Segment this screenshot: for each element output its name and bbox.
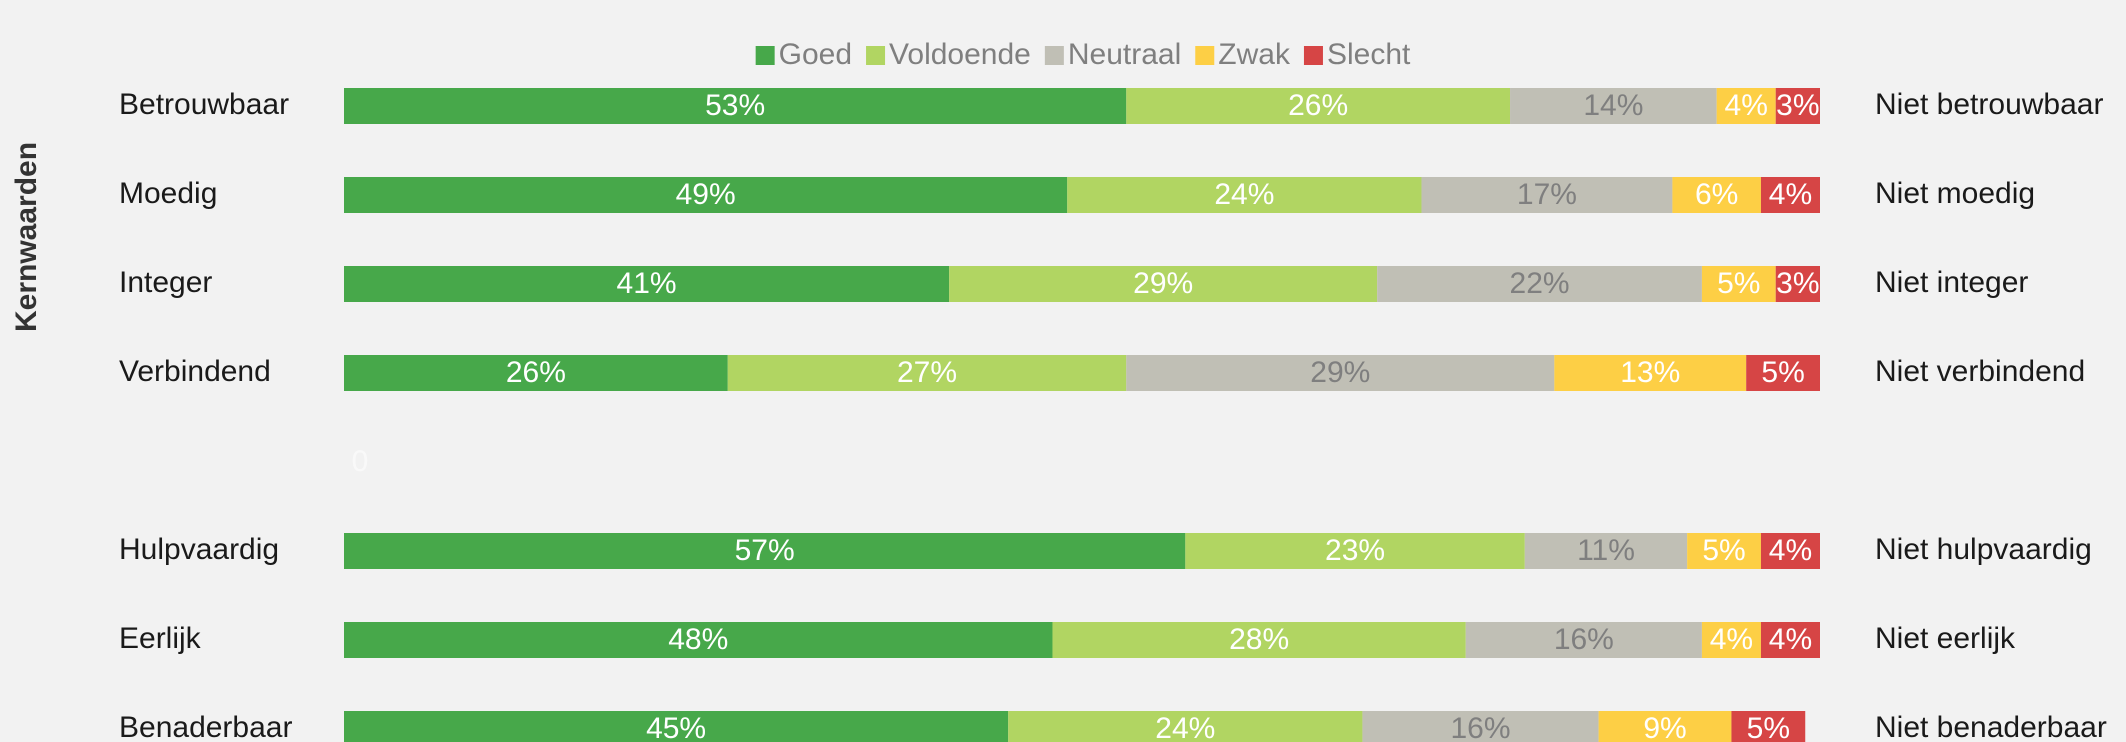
right-label: Niet eerlijk (1875, 622, 2016, 655)
data-label: 26% (506, 356, 566, 389)
data-label: 23% (1325, 534, 1385, 567)
category-label: Benaderbaar (119, 711, 292, 742)
category-label: Integer (119, 266, 212, 299)
data-label: 13% (1620, 356, 1680, 389)
data-label: 28% (1229, 623, 1289, 656)
bar-segment (1126, 355, 1555, 391)
bar-segment (1067, 177, 1422, 213)
data-label: 4% (1769, 534, 1812, 567)
right-label: Niet betrouwbaar (1875, 88, 2103, 121)
bar-segment (344, 711, 1009, 742)
data-label: 9% (1643, 712, 1686, 742)
bar-segment (1760, 177, 1820, 213)
bar-segment (727, 355, 1127, 391)
bar-segment (1598, 711, 1732, 742)
right-label: Niet hulpvaardig (1875, 533, 2092, 566)
data-label: 4% (1725, 89, 1768, 122)
bar-segment (1687, 533, 1761, 569)
right-label: Niet integer (1875, 266, 2028, 299)
legend-label: Neutraal (1068, 38, 1181, 71)
data-label: 6% (1695, 178, 1738, 211)
bar-segment (1701, 622, 1761, 658)
bar-segment (1716, 88, 1776, 124)
bar-segment (344, 622, 1053, 658)
bar-segment (1008, 711, 1363, 742)
right-label: Niet verbindend (1875, 355, 2085, 388)
y-axis-title: Kernwaarden (10, 142, 43, 332)
data-label: 53% (705, 89, 765, 122)
bar-segment (1465, 622, 1702, 658)
bar-segment (1377, 266, 1702, 302)
data-label: 5% (1761, 356, 1804, 389)
category-label: Eerlijk (119, 622, 202, 655)
data-label: 11% (1577, 534, 1635, 567)
legend-swatch (755, 46, 775, 65)
bar-segment (1421, 177, 1673, 213)
data-label: 22% (1510, 267, 1570, 300)
bar-segment (1775, 88, 1820, 124)
data-label: 5% (1717, 267, 1760, 300)
bar-segment (1760, 533, 1820, 569)
data-label: 57% (735, 534, 795, 567)
data-label: 29% (1310, 356, 1370, 389)
bar-segment (344, 88, 1127, 124)
data-label: 17% (1517, 178, 1577, 211)
data-label: 24% (1214, 178, 1274, 211)
data-label: 14% (1583, 89, 1643, 122)
data-label: 48% (668, 623, 728, 656)
category-label: Betrouwbaar (119, 88, 289, 121)
right-label: Niet moedig (1875, 177, 2035, 210)
data-label: 0 (352, 445, 369, 478)
data-label: 16% (1450, 712, 1510, 742)
data-label: 16% (1554, 623, 1614, 656)
legend-label: Slecht (1327, 38, 1411, 71)
bar-segment (1731, 711, 1806, 742)
category-label: Moedig (119, 177, 217, 210)
bar-segment (1760, 622, 1820, 658)
right-label: Niet benaderbaar (1875, 711, 2107, 742)
category-label: Verbindend (119, 355, 271, 388)
data-label: 45% (646, 712, 706, 742)
bar-segment (1672, 177, 1761, 213)
bar-segment (344, 266, 950, 302)
legend-swatch (866, 46, 886, 65)
data-label: 4% (1769, 178, 1812, 211)
bar-segment (1510, 88, 1717, 124)
data-label: 26% (1288, 89, 1348, 122)
legend-label: Zwak (1218, 38, 1291, 71)
bar-segment (344, 355, 728, 391)
bar-segment (949, 266, 1378, 302)
bar-segment (1775, 266, 1820, 302)
bar-segment (1052, 622, 1466, 658)
bar-segment (1126, 88, 1511, 124)
bar-segment (344, 533, 1186, 569)
bar-segment (1524, 533, 1688, 569)
data-label: 3% (1776, 89, 1819, 122)
legend-swatch (1044, 46, 1064, 65)
data-label: 3% (1776, 267, 1819, 300)
data-label: 5% (1747, 712, 1790, 742)
category-label: Hulpvaardig (119, 533, 279, 566)
bar-segment (1362, 711, 1599, 742)
legend-swatch (1195, 46, 1215, 65)
bar-segment (1185, 533, 1525, 569)
data-label: 5% (1702, 534, 1745, 567)
bar-segment (1554, 355, 1747, 391)
data-label: 27% (897, 356, 957, 389)
data-label: 4% (1769, 623, 1812, 656)
legend-label: Voldoende (889, 38, 1031, 71)
data-label: 4% (1710, 623, 1753, 656)
legend-swatch (1303, 46, 1323, 65)
legend-label: Goed (779, 38, 852, 71)
bar-segment (344, 177, 1068, 213)
bar-segment (1746, 355, 1820, 391)
data-label: 41% (617, 267, 677, 300)
data-label: 49% (676, 178, 736, 211)
data-label: 24% (1155, 712, 1215, 742)
bar-segment (1701, 266, 1776, 302)
data-label: 29% (1133, 267, 1193, 300)
